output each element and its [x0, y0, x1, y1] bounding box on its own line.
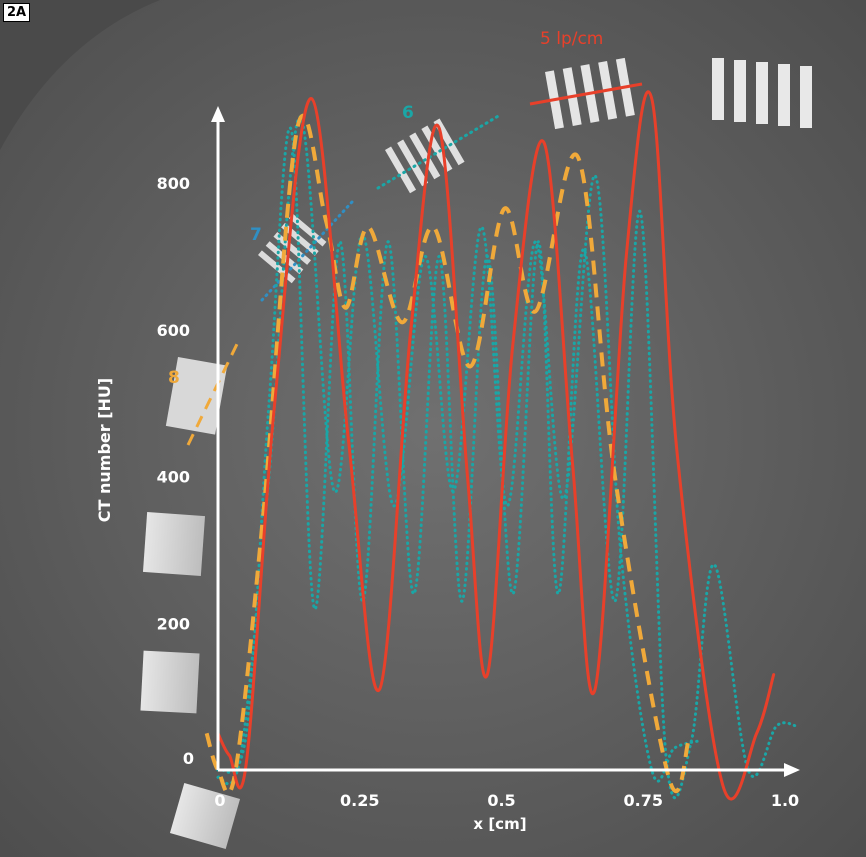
x-tick-label: 0.25: [340, 791, 379, 810]
x-axis-title: x [cm]: [473, 815, 526, 833]
panel-label: 2A: [3, 3, 31, 22]
series-line-5-lp-cm: [216, 90, 776, 801]
guide-line-6lp: [376, 113, 502, 190]
series-line-6: [204, 114, 691, 796]
axes: [211, 106, 800, 777]
solid-block-1: [142, 512, 206, 576]
phantom-edge: [0, 0, 160, 150]
y-tick-label: 600: [157, 321, 190, 340]
bar-pattern-4lp: [712, 58, 812, 128]
guide-line-5lp: [529, 82, 643, 106]
tick-labels: 0 200 400 600 800 0 0.25 0.5 0.75 1.0: [157, 174, 800, 810]
solid-block-2: [140, 650, 200, 714]
y-tick-label: 800: [157, 174, 190, 193]
label-6: 6: [402, 103, 414, 123]
solid-block-3: [169, 783, 241, 849]
y-axis-title: CT number [HU]: [95, 378, 114, 522]
y-tick-label: 400: [157, 468, 190, 487]
x-tick-label: 0.75: [624, 791, 663, 810]
x-tick-label: 0: [214, 791, 225, 810]
y-axis-arrow: [211, 106, 225, 122]
x-tick-label: 0.5: [487, 791, 515, 810]
label-7: 7: [250, 225, 262, 245]
bar-pattern-8lp: [165, 357, 228, 435]
y-tick-label: 0: [183, 749, 194, 768]
x-axis-arrow: [784, 763, 800, 777]
guide-line-7lp: [260, 200, 354, 302]
label-5lp: 5 lp/cm: [540, 29, 603, 49]
x-tick-label: 1.0: [771, 791, 799, 810]
label-8: 8: [168, 368, 180, 388]
series-layer: [204, 90, 798, 801]
y-tick-label: 200: [157, 614, 190, 633]
